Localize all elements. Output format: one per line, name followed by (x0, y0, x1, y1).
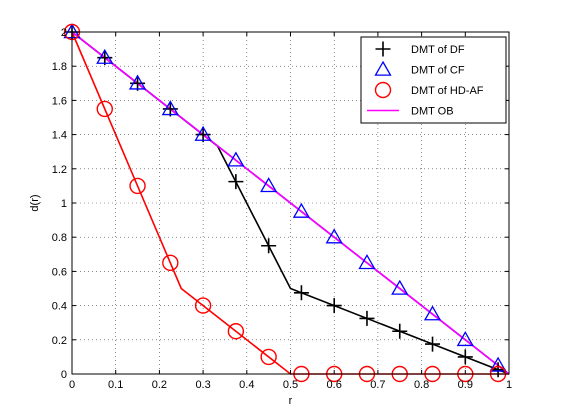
series-0-point (261, 238, 277, 254)
x-tick-label: 0.2 (152, 379, 167, 391)
series-1-point (325, 228, 343, 244)
y-tick-label: 0.8 (52, 232, 67, 244)
x-tick-label: 0.8 (414, 379, 429, 391)
series-2-point (96, 100, 113, 118)
x-tick-label: 0.1 (108, 379, 123, 391)
legend-label-3: DMT OB (411, 106, 454, 118)
series-1-point (489, 356, 507, 372)
y-tick-label: 2 (61, 27, 67, 39)
series-0-point (392, 323, 408, 339)
legend-label-0: DMT of DF (411, 44, 465, 56)
series-0-point (359, 310, 375, 326)
legend-swatch-1 (374, 60, 392, 76)
series-1-point (96, 48, 114, 64)
x-tick-label: 0.6 (327, 379, 342, 391)
series-1-point (391, 279, 409, 295)
x-tick-label: 0.9 (458, 379, 473, 391)
legend: DMT of DF DMT of CF DMT of HD-AF DMT OB (360, 36, 507, 124)
series-1-point (423, 305, 442, 321)
series-1-point (260, 177, 278, 193)
series-2-point (194, 297, 212, 314)
x-tick-label: 0.3 (195, 379, 210, 391)
series-2-point (227, 323, 245, 340)
y-tick-label: 1.2 (52, 164, 67, 176)
y-tick-label: 0.2 (52, 335, 67, 347)
x-axis-label: r (289, 395, 293, 407)
x-tick-label: 1 (506, 379, 512, 391)
y-tick-label: 1 (61, 198, 67, 210)
series-1-point (194, 125, 212, 141)
legend-box (360, 36, 507, 124)
series-0-point (457, 349, 473, 365)
x-tick-label: 0.5 (283, 379, 298, 391)
y-tick-labels: 0 0.2 0.4 0.6 0.8 1 1.2 1.4 1.6 1.8 2 (52, 27, 67, 381)
y-tick-label: 1.8 (52, 61, 67, 73)
series-1-point (456, 330, 474, 347)
series-2-point (129, 177, 146, 195)
legend-label-2: DMT of HD-AF (411, 85, 484, 97)
series-0-point (293, 285, 309, 301)
legend-swatch-2 (374, 81, 392, 99)
series-0-point (490, 362, 506, 378)
series-0-point (326, 298, 342, 314)
series-1-point (128, 74, 147, 90)
y-tick-label: 0 (61, 369, 67, 381)
y-tick-label: 1.4 (52, 130, 67, 142)
x-tick-label: 0 (69, 379, 75, 391)
series-2-point (260, 348, 277, 366)
axis-ticks (71, 31, 510, 375)
x-tick-label: 0.4 (239, 379, 254, 391)
series-1-point (227, 151, 245, 167)
y-axis-label: d(r) (29, 194, 41, 211)
series-0-point (425, 336, 441, 352)
series-0-point (228, 174, 244, 190)
legend-swatch-0 (375, 41, 391, 57)
series-1-point (292, 202, 311, 218)
y-tick-label: 0.4 (52, 301, 67, 313)
series-1-point (161, 100, 179, 116)
x-tick-label: 0.7 (370, 379, 385, 391)
x-tick-labels: 0 0.1 0.2 0.3 0.4 0.5 0.6 0.7 0.8 0.9 1 (69, 379, 512, 391)
y-tick-label: 1.6 (52, 95, 67, 107)
series-1-point (358, 254, 376, 270)
series-2-point (162, 254, 179, 272)
y-tick-label: 0.6 (52, 266, 67, 278)
legend-label-1: DMT of CF (411, 65, 465, 77)
